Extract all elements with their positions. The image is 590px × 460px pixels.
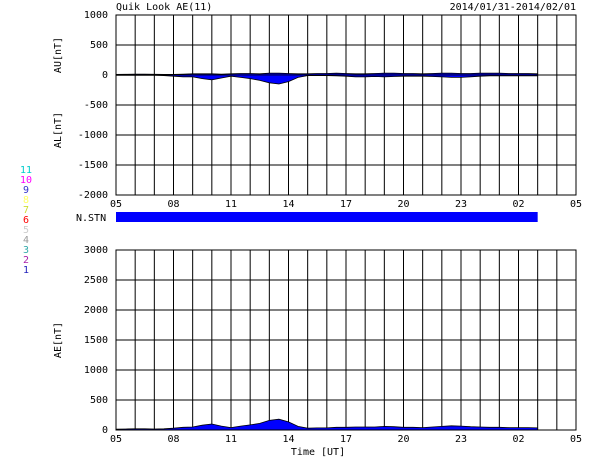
- legend-entry: 3: [23, 245, 29, 256]
- x-tick-label: 08: [167, 434, 179, 445]
- x-tick-label: 20: [397, 199, 409, 210]
- area: [115, 72, 539, 76]
- legend-entry: 7: [23, 205, 29, 216]
- x-tick-label: 23: [455, 199, 467, 210]
- plot-frame: [115, 14, 577, 196]
- y-axis-label: AE[nT]: [53, 322, 64, 358]
- y-axis-label: AL[nT]: [53, 112, 64, 148]
- legend-entry: 9: [23, 185, 29, 196]
- area: [115, 74, 539, 85]
- y-tick-label: 1000: [84, 10, 108, 21]
- y-tick-label: 1500: [84, 335, 108, 346]
- x-tick-label: 17: [340, 199, 352, 210]
- x-tick-label: 08: [167, 199, 179, 210]
- y-tick-label: 500: [90, 40, 108, 51]
- x-tick-label: 20: [397, 434, 409, 445]
- y-tick-label: 3000: [84, 245, 108, 256]
- x-tick-label: 02: [512, 199, 524, 210]
- y-tick-label: -1000: [78, 130, 108, 141]
- legend-entry: 4: [23, 235, 29, 246]
- chart-subtitle: 2014/01/31-2014/02/01: [450, 2, 576, 13]
- legend-entry: 5: [23, 225, 29, 236]
- x-tick-label: 17: [340, 434, 352, 445]
- legend-entry: 2: [23, 255, 29, 266]
- legend-entry: 11: [20, 165, 32, 176]
- x-tick-label: 05: [570, 434, 582, 445]
- legend-entry: 10: [20, 175, 32, 186]
- x-tick-label: 05: [570, 199, 582, 210]
- y-tick-label: 0: [102, 70, 108, 81]
- y-axis-label: AU[nT]: [53, 37, 64, 73]
- station-label: N.STN: [76, 213, 106, 224]
- legend-entry: 8: [23, 195, 29, 206]
- area: [115, 418, 539, 431]
- y-tick-label: -2000: [78, 190, 108, 201]
- x-tick-label: 23: [455, 434, 467, 445]
- x-tick-label: 05: [110, 434, 122, 445]
- y-tick-label: 1000: [84, 365, 108, 376]
- y-tick-label: -1500: [78, 160, 108, 171]
- y-tick-label: 2000: [84, 305, 108, 316]
- chart-title: Quik Look AE(11): [116, 2, 212, 13]
- x-tick-label: 11: [225, 199, 237, 210]
- y-tick-label: 0: [102, 425, 108, 436]
- plot-frame: [115, 249, 577, 431]
- legend-entry: 1: [23, 265, 29, 276]
- y-tick-label: 500: [90, 395, 108, 406]
- x-tick-label: 11: [225, 434, 237, 445]
- x-tick-label: 05: [110, 199, 122, 210]
- legend-entry: 6: [23, 215, 29, 226]
- y-tick-label: 2500: [84, 275, 108, 286]
- y-tick-label: -500: [84, 100, 108, 111]
- x-axis-label: Time [UT]: [291, 447, 345, 458]
- x-tick-label: 14: [282, 199, 294, 210]
- station-bar: [116, 212, 538, 222]
- x-tick-label: 02: [512, 434, 524, 445]
- x-tick-label: 14: [282, 434, 294, 445]
